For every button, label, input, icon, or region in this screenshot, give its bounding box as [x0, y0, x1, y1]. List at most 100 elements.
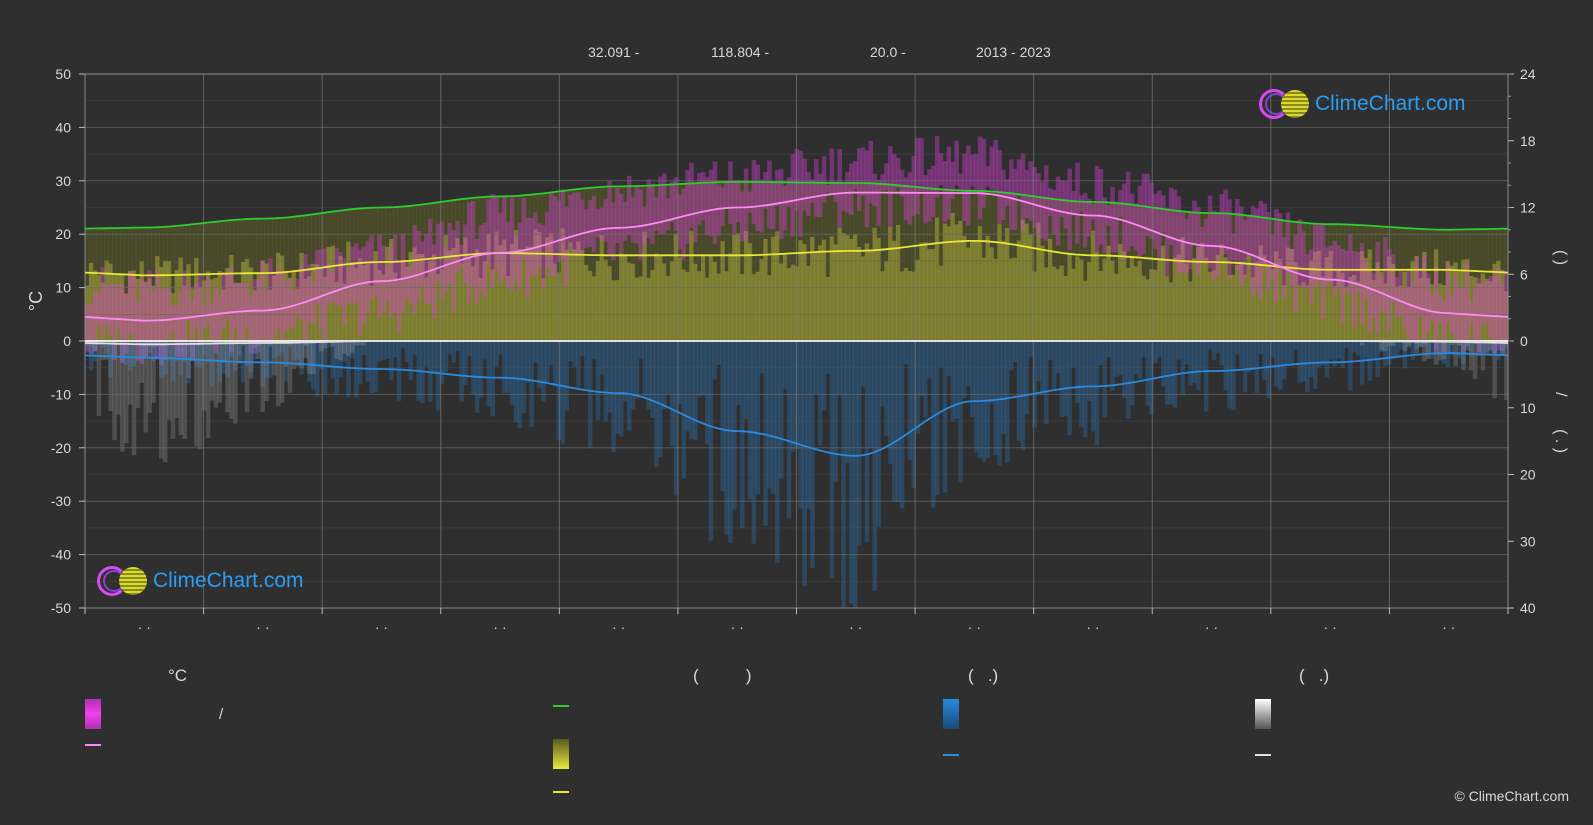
precip-bar	[626, 341, 632, 431]
temp-range-bar	[533, 212, 538, 277]
precip-bar	[389, 341, 394, 380]
temp-range-bar	[217, 295, 223, 343]
precip-bar	[623, 341, 628, 402]
sunshine-bar	[1067, 253, 1072, 341]
temp-range-bar	[1320, 223, 1326, 318]
sunshine-bar	[1359, 251, 1365, 341]
temp-mean-line	[84, 191, 1509, 322]
watermark-bottom[interactable]: ClimeChart.com	[97, 566, 304, 596]
sunshine-bar	[1133, 266, 1139, 341]
snow-bar	[1488, 341, 1494, 351]
precip-bar	[1149, 341, 1154, 415]
temp-range-bar	[650, 183, 655, 244]
daylight-bar	[724, 182, 729, 341]
precip-bar	[619, 341, 624, 437]
snow-bar	[311, 341, 316, 375]
snow-bar	[295, 341, 301, 367]
precip-bar	[377, 341, 382, 362]
temp-range-bar	[1200, 226, 1205, 261]
temp-range-bar	[626, 175, 632, 235]
sunshine-bar	[470, 266, 476, 341]
sunshine-bar	[357, 258, 363, 341]
left-tick-label: 20	[55, 226, 71, 242]
right-bottom-tick-label: 10	[1520, 400, 1536, 416]
sunshine-bar	[311, 263, 316, 341]
sunshine-bar	[1430, 284, 1435, 341]
daylight-bar	[381, 207, 386, 341]
right-top-tick-label: 0	[1520, 333, 1528, 349]
sunshine-bar	[377, 269, 382, 341]
temp-range-bar	[1207, 195, 1213, 269]
sunshine-bar	[1071, 268, 1076, 341]
watermark-top[interactable]: ClimeChart.com	[1259, 89, 1466, 119]
precip-bar	[1453, 341, 1458, 345]
daylight-bar	[268, 218, 273, 341]
precip-bar	[1309, 341, 1314, 378]
temp-range-bar	[1348, 234, 1353, 294]
right-top-tick-label: 6	[1520, 266, 1528, 282]
sunshine-bar	[1492, 263, 1497, 341]
temp-range-bar	[545, 211, 550, 268]
temp-range-bar	[1476, 278, 1482, 356]
precip-bar	[938, 341, 944, 368]
temp-range-bar	[1305, 254, 1310, 288]
precip-bar	[950, 341, 955, 422]
sunshine-bar	[1461, 259, 1466, 341]
temp-range-bar	[907, 172, 913, 225]
temp-range-bar	[299, 266, 304, 321]
sunshine-bar	[1051, 266, 1057, 341]
sunshine-bar	[989, 247, 994, 341]
sunshine-bar	[1394, 286, 1400, 341]
header-period: 2013 - 2023	[976, 44, 1051, 60]
temp-range-bar	[1480, 284, 1486, 327]
month-label: · ·	[493, 619, 506, 635]
temp-range-bar	[615, 187, 620, 244]
daylight-bar	[786, 182, 792, 341]
daylight-bar	[396, 206, 402, 341]
snow-bar	[143, 341, 148, 433]
precip-bar	[1246, 341, 1252, 373]
precip-bar	[127, 341, 133, 371]
snow-bar	[88, 341, 94, 355]
precip-bar	[1028, 341, 1033, 357]
sunshine-bar	[369, 285, 375, 341]
legend-item-sunshine-mean	[553, 791, 569, 793]
precip-bar	[322, 341, 328, 394]
snow-bar	[1500, 341, 1505, 356]
sunshine-bar	[342, 283, 347, 341]
temp-range-bar	[607, 181, 612, 255]
legend-rain-title: ( .)	[968, 666, 999, 685]
temp-range-bar	[1352, 250, 1357, 328]
month-label: · ·	[138, 619, 151, 635]
precip-bar	[1293, 341, 1299, 351]
temp-range-bar	[506, 221, 511, 288]
temp-range-bar	[1258, 200, 1263, 299]
temp-range-bar	[790, 154, 796, 237]
precip-bar	[584, 341, 589, 389]
watermark-text: ClimeChart.com	[1315, 92, 1466, 115]
temp-range-bar	[1180, 212, 1186, 273]
precip-bar	[482, 341, 488, 360]
temp-range-bar	[712, 161, 718, 244]
precip-bar	[190, 341, 195, 362]
temp-range-bar	[973, 153, 979, 190]
temp-range-swatch	[85, 699, 101, 729]
precip-bar	[463, 341, 468, 385]
temp-range-bar	[915, 138, 920, 215]
precip-bar	[541, 341, 546, 402]
precip-bar	[123, 341, 129, 365]
snow-swatch	[1255, 699, 1271, 729]
sunshine-bar	[455, 238, 460, 341]
precip-bar	[182, 341, 187, 363]
precip-bar	[1332, 341, 1338, 367]
left-tick-label: -30	[51, 493, 71, 509]
temp-range-bar	[677, 195, 683, 249]
sunshine-bar	[431, 254, 437, 341]
sunshine-bar	[1344, 286, 1349, 341]
daylight-bar	[1063, 200, 1069, 341]
legend-item-snow	[1255, 699, 1271, 729]
sunshine-bar	[225, 267, 230, 341]
daylight-line	[84, 181, 1509, 231]
temp-range-bar	[318, 249, 324, 331]
precip-bar	[806, 341, 811, 509]
